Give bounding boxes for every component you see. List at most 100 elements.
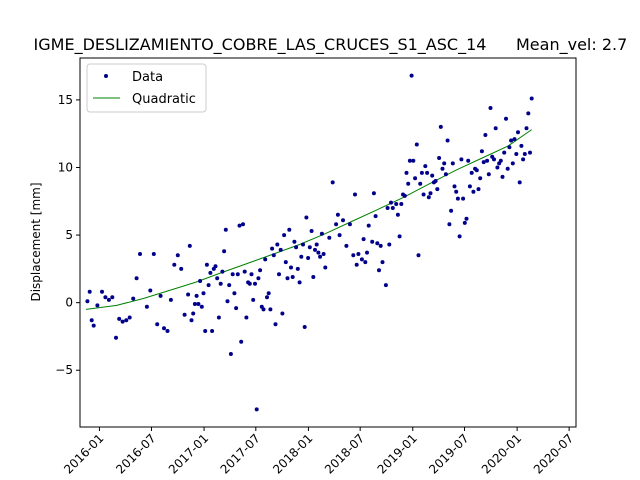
data-point (321, 252, 326, 256)
data-point (242, 269, 247, 274)
data-point (290, 275, 295, 279)
x-tick-label: 2019-07 (426, 431, 471, 476)
data-point (271, 253, 276, 258)
data-points-layer (85, 73, 534, 412)
data-point (457, 234, 462, 239)
data-point (430, 173, 435, 178)
data-point (438, 124, 443, 129)
y-tick-label: 10 (58, 160, 73, 174)
data-point (282, 233, 287, 238)
data-point (204, 262, 209, 267)
data-point (85, 299, 90, 304)
data-point (327, 235, 332, 240)
data-point (194, 293, 199, 298)
data-point (307, 245, 312, 250)
data-point (175, 253, 180, 258)
data-point (222, 249, 227, 254)
data-point (406, 181, 411, 186)
data-point (313, 247, 317, 252)
y-axis-ticks: −5 0 5 10 15 (55, 93, 80, 377)
data-point (449, 208, 454, 213)
data-point (120, 319, 125, 324)
data-point (380, 260, 385, 265)
data-point (365, 250, 369, 255)
data-point (383, 283, 388, 288)
data-point (474, 168, 479, 173)
data-point (330, 180, 335, 185)
data-point (522, 152, 527, 156)
data-point (479, 149, 484, 154)
data-point (206, 283, 211, 288)
data-point (148, 288, 153, 293)
data-point (395, 212, 400, 217)
data-point (418, 181, 423, 186)
chart-title-mean-velocity: Mean_vel: 2.7 (516, 35, 627, 55)
data-point (341, 218, 345, 223)
data-point (237, 223, 242, 228)
data-point (409, 73, 414, 78)
y-tick-label: −5 (55, 363, 73, 377)
data-point (471, 189, 476, 194)
data-point (301, 242, 305, 247)
data-point (370, 239, 375, 244)
data-point (394, 202, 399, 206)
data-point (442, 161, 447, 166)
data-point (435, 187, 440, 192)
data-point (378, 243, 383, 248)
data-point (462, 220, 467, 225)
data-point (168, 297, 173, 302)
data-point (411, 158, 416, 163)
data-point (509, 138, 514, 143)
data-point (334, 222, 339, 227)
data-point (311, 275, 316, 279)
data-point (172, 262, 177, 267)
data-point (249, 272, 254, 277)
data-point (100, 289, 104, 294)
data-point (399, 202, 404, 206)
data-point (413, 176, 418, 181)
data-point (225, 299, 230, 304)
data-point (95, 303, 100, 308)
data-point (440, 166, 445, 171)
data-point (273, 322, 278, 327)
data-point (467, 184, 472, 189)
data-point (192, 302, 197, 306)
fit-layer (85, 129, 532, 310)
data-point (517, 180, 522, 185)
data-point (201, 291, 206, 296)
data-point (263, 257, 268, 262)
data-point (228, 352, 233, 356)
data-point (215, 276, 220, 281)
data-point (297, 280, 302, 285)
quadratic-fit-line (85, 129, 532, 310)
data-point (239, 339, 244, 344)
data-point (89, 318, 94, 323)
data-point (356, 252, 361, 256)
data-point (182, 312, 187, 317)
data-point (344, 243, 349, 248)
data-point (234, 306, 239, 311)
data-point (241, 222, 245, 227)
data-point (510, 161, 515, 166)
legend-data-label: Data (132, 70, 163, 85)
data-point (196, 302, 201, 306)
data-point (304, 215, 309, 220)
data-point (280, 311, 285, 316)
data-point (500, 174, 505, 179)
data-point (216, 315, 221, 320)
data-point (485, 158, 490, 163)
y-tick-label: 5 (65, 228, 73, 242)
x-tick-label: 2020-01 (479, 431, 524, 476)
data-point (138, 252, 142, 256)
data-point (151, 252, 156, 256)
x-tick-label: 2018-01 (270, 431, 315, 476)
data-point (354, 262, 359, 267)
data-point (268, 307, 273, 312)
data-point (447, 222, 452, 227)
data-point (254, 407, 259, 412)
data-point (371, 191, 376, 196)
data-point (529, 96, 534, 101)
data-point (319, 231, 324, 236)
data-point (127, 315, 132, 320)
